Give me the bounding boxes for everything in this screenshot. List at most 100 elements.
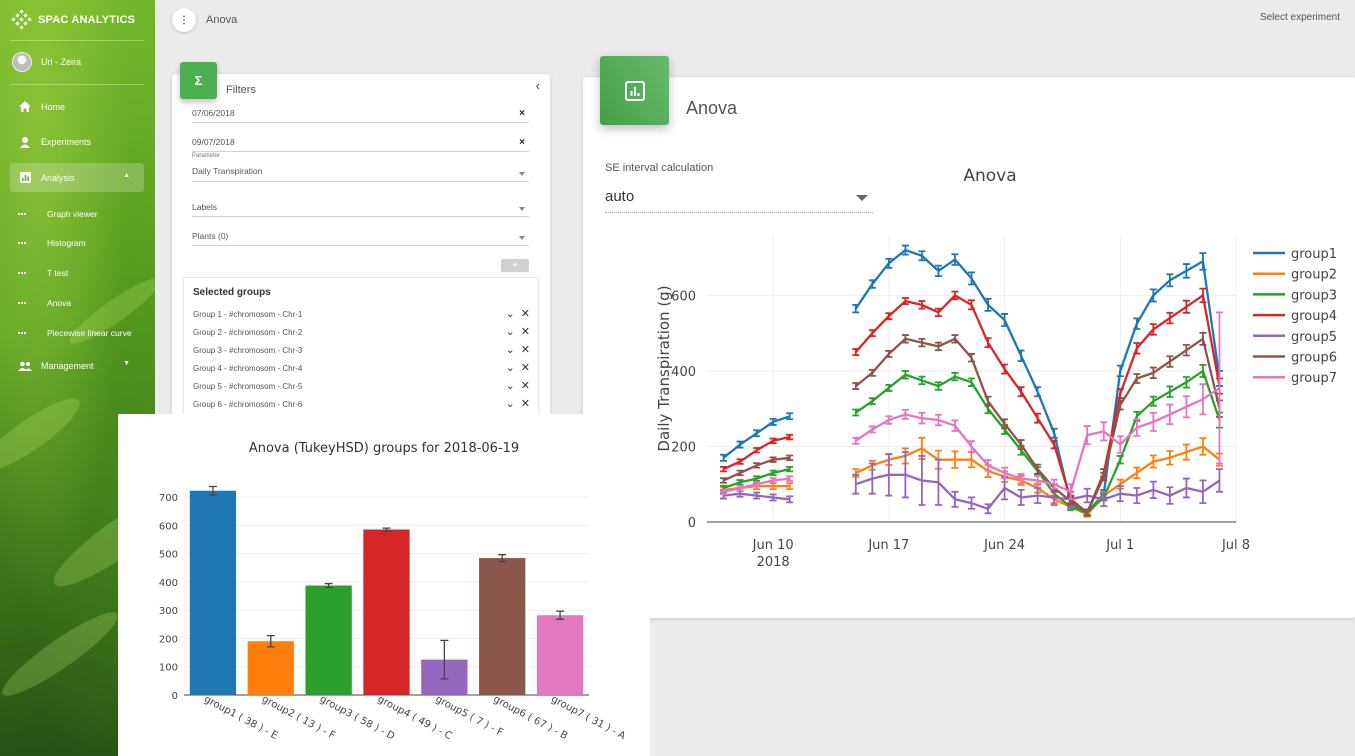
error-bar (1001, 313, 1009, 327)
series-group4 (720, 287, 1223, 517)
se-interval-label: SE interval calculation (605, 162, 714, 174)
sidebar-item-experiments[interactable]: Experiments (10, 127, 144, 156)
users-icon (18, 359, 32, 373)
close-icon[interactable]: ✕ (520, 308, 530, 320)
sidebar-item-management[interactable]: Management ▼ (10, 351, 144, 380)
error-bar (786, 454, 794, 461)
breadcrumb: Anova (206, 14, 238, 26)
bar-6 (479, 558, 526, 695)
error-bar (901, 334, 909, 344)
close-icon[interactable]: ✕ (520, 362, 530, 374)
sidebar-subitem-histogram[interactable]: Histogram (18, 238, 86, 248)
sidebar-subitem-t-test[interactable]: T test (18, 268, 68, 278)
menu-button[interactable]: ⋮ (172, 8, 196, 32)
parameter-value: Daily Transpiration (192, 166, 263, 176)
select-experiment-link[interactable]: Select experiment (1259, 12, 1340, 23)
background-leaf (0, 388, 88, 482)
error-bar (1166, 355, 1174, 368)
se-interval-select[interactable]: auto (605, 181, 873, 213)
sidebar-subitem-label: Graph viewer (47, 209, 98, 219)
tukey-bar-chart[interactable]: Anova (TukeyHSD) groups for 2018-06-19 0 1… (118, 414, 650, 756)
chevron-down-icon[interactable]: ⌄ (505, 398, 515, 410)
error-bar (1001, 363, 1009, 375)
y-tick-label: 600 (159, 521, 178, 532)
error-bar (918, 300, 926, 310)
y-tick-label: 200 (159, 634, 178, 645)
add-group-button[interactable]: + (501, 259, 529, 272)
error-bar (769, 437, 777, 444)
plants-select[interactable]: Plants (0) (192, 231, 529, 246)
sidebar-subitem-piecewise-linear-curve[interactable]: Piecewise linear curve (18, 328, 132, 338)
error-bar (1166, 273, 1174, 288)
start-date-field[interactable]: 07/06/2018 × (192, 108, 529, 123)
labels-select[interactable]: Labels (192, 202, 529, 217)
error-bar (901, 370, 909, 380)
user-profile[interactable]: Uri - Zeira (12, 52, 81, 72)
error-bar (1116, 388, 1124, 400)
error-bar (1133, 466, 1141, 480)
filters-title: Filters (226, 84, 256, 96)
parameter-select[interactable]: Parameter Daily Transpiration (192, 153, 529, 182)
close-icon[interactable]: ✕ (520, 344, 530, 356)
y-tick-label: 400 (159, 578, 178, 589)
chevron-down-icon[interactable]: ⌄ (505, 362, 515, 374)
y-tick-label: 300 (159, 606, 178, 617)
error-bar (753, 447, 761, 454)
close-icon[interactable]: ✕ (520, 380, 530, 392)
error-bar (1133, 373, 1141, 384)
error-bar (868, 279, 876, 289)
more-vertical-icon: ⋮ (179, 14, 189, 26)
group-label: Group 6 - #chromosom - Chr-6 (193, 399, 303, 409)
error-bar (1215, 468, 1223, 493)
error-bar (1182, 376, 1190, 389)
sidebar-divider (10, 40, 144, 41)
error-bar (852, 473, 860, 495)
error-bar (720, 477, 728, 484)
bar-7 (536, 615, 584, 695)
error-bar (1001, 418, 1009, 430)
x-tick-label: Jun 17 (867, 538, 909, 553)
chevron-down-icon[interactable]: ⌄ (505, 380, 515, 392)
collapse-icon[interactable]: ‹ (535, 78, 540, 93)
sidebar-subitem-graph-viewer[interactable]: Graph viewer (18, 209, 98, 219)
brand-logo[interactable]: SPAC ANALYTICS (10, 8, 135, 32)
filters-panel: Σ Filters ‹ 07/06/2018 × 09/07/2018 × Pa… (172, 62, 550, 424)
sidebar-item-analysis[interactable]: Analysis ▲ (10, 163, 144, 192)
error-bar (1017, 386, 1025, 398)
close-icon[interactable]: ✕ (520, 326, 530, 338)
error-bar (1100, 472, 1108, 482)
error-bar (786, 433, 794, 441)
error-bar (1001, 466, 1009, 480)
error-bar (1182, 343, 1190, 357)
error-bar (1067, 483, 1075, 501)
error-bar (901, 297, 909, 306)
error-bar (786, 482, 794, 491)
anova-card: Anova SE interval calculation auto Anova… (583, 56, 1355, 618)
anova-line-chart[interactable]: Anova Jun 10 2018 Jun 17 Jun 24 Jul 1 Jul 8 0 20… (583, 77, 1355, 618)
sidebar-item-home[interactable]: Home (10, 92, 144, 121)
error-bar (753, 462, 761, 469)
error-bar (556, 610, 565, 620)
close-icon[interactable]: ✕ (520, 398, 530, 410)
error-bar (1133, 487, 1141, 505)
error-bar (1166, 403, 1174, 426)
error-bar (1199, 437, 1207, 456)
chevron-down-icon[interactable]: ⌄ (505, 344, 515, 356)
clear-icon[interactable]: × (519, 108, 525, 119)
end-date-field[interactable]: 09/07/2018 × (192, 137, 529, 152)
chevron-down-icon[interactable]: ⌄ (505, 308, 515, 320)
error-bar (1017, 439, 1025, 451)
chevron-down-icon[interactable]: ⌄ (505, 326, 515, 338)
error-bar (968, 496, 975, 510)
dash-icon (18, 213, 26, 215)
error-bar (769, 493, 777, 502)
error-bar (868, 329, 876, 338)
error-bar (786, 465, 794, 473)
error-bar (1034, 386, 1042, 398)
error-bar (1116, 485, 1124, 503)
group-label: Group 3 - #chromosom - Chr-3 (193, 345, 303, 355)
clear-icon[interactable]: × (519, 137, 525, 148)
sidebar-subitem-anova[interactable]: Anova (18, 298, 71, 308)
x-tick-label: Jun 24 (983, 538, 1025, 553)
error-bar (1215, 311, 1223, 465)
